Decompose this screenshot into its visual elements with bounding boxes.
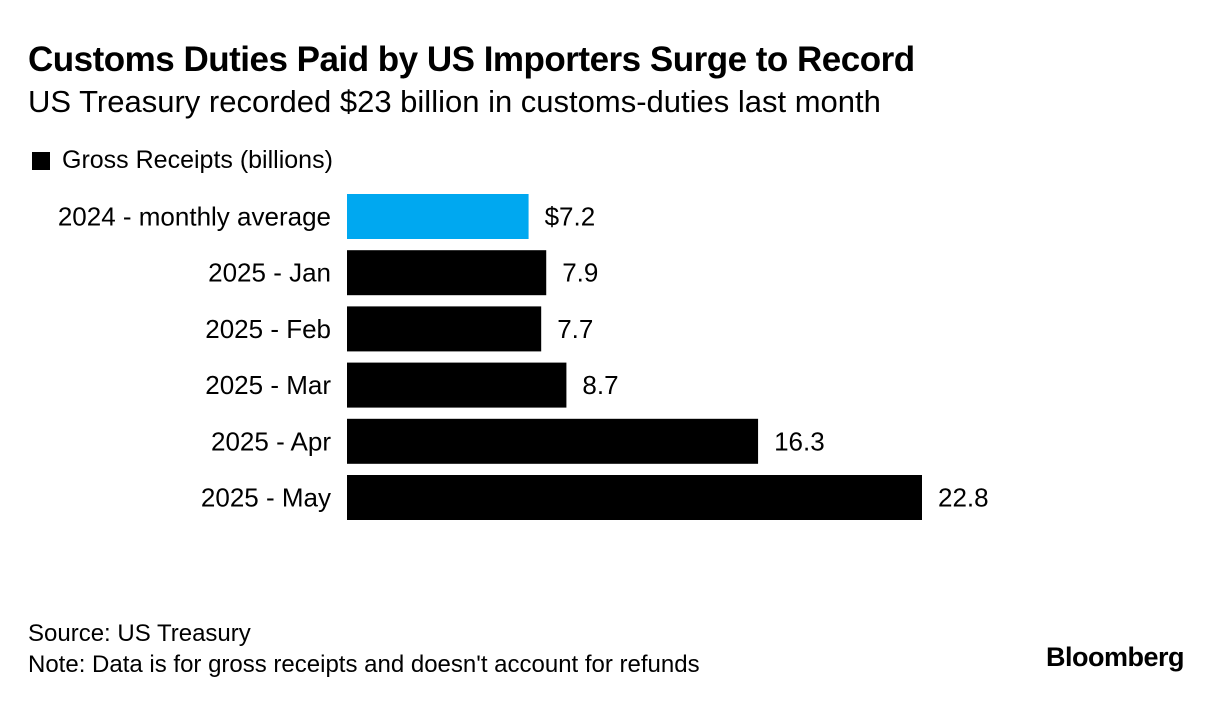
bar: [347, 194, 529, 239]
data-label: 7.9: [562, 258, 598, 288]
category-label: 2025 - Mar: [205, 370, 331, 400]
bar: [347, 250, 547, 296]
category-label: 2024 - monthly average: [58, 202, 331, 232]
data-label: 22.8: [938, 483, 989, 513]
data-label: 7.7: [557, 314, 593, 344]
bar: [347, 418, 759, 464]
chart-title: Customs Duties Paid by US Importers Surg…: [28, 40, 915, 79]
source-note: Source: US Treasury: [28, 620, 251, 647]
bar: [347, 475, 922, 520]
data-label: 8.7: [582, 370, 618, 400]
category-label: 2025 - Feb: [205, 314, 331, 344]
category-label: 2025 - Jan: [208, 258, 331, 288]
legend-label: Gross Receipts (billions): [62, 146, 333, 174]
legend-swatch: [32, 151, 50, 170]
bloomberg-logo: Bloomberg: [1045, 642, 1185, 672]
bar: [347, 362, 567, 408]
category-label: 2025 - May: [201, 483, 331, 513]
chart-subtitle: US Treasury recorded $23 billion in cust…: [28, 84, 881, 119]
data-label: 16.3: [774, 426, 825, 456]
data-note: Note: Data is for gross receipts and doe…: [28, 651, 700, 678]
category-label: 2025 - Apr: [211, 426, 331, 456]
footer: Source: US Treasury Note: Data is for gr…: [28, 618, 700, 680]
bar: [347, 306, 542, 352]
legend: Gross Receipts (billions): [32, 146, 333, 175]
bar-chart: 2024 - monthly average $7.2 2025 - Jan 7.9 2…: [58, 194, 989, 520]
data-label: $7.2: [545, 202, 596, 232]
